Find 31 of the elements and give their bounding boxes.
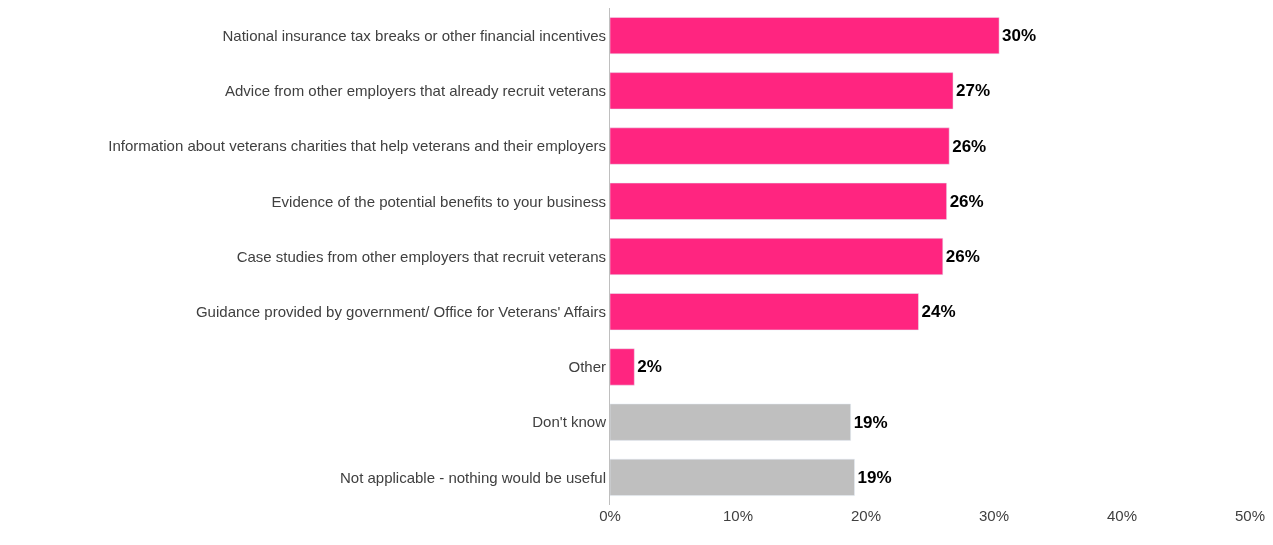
y-tick-label: Advice from other employers that already recruit veterans	[225, 82, 606, 100]
data-label: 19%	[857, 467, 892, 487]
bar	[610, 127, 950, 165]
x-tick-label: 0%	[599, 507, 621, 524]
x-tick-label: 10%	[722, 507, 754, 524]
data-label: 24%	[921, 302, 956, 322]
x-tick-label: 40%	[1106, 507, 1138, 524]
bar	[610, 17, 1000, 55]
bar	[610, 72, 954, 110]
x-tick-label: 50%	[1234, 507, 1266, 524]
data-label: 26%	[949, 191, 984, 211]
y-tick-label: Evidence of the potential benefits to your business	[271, 192, 606, 210]
y-tick-label: Case studies from other employers that recruit veterans	[236, 247, 606, 265]
y-tick-label: Other	[568, 358, 606, 376]
data-label: 27%	[956, 81, 991, 101]
bar	[610, 238, 944, 275]
x-tick-label: 30%	[978, 507, 1010, 524]
bar	[610, 293, 919, 331]
y-tick-label: Information about veterans charities that help veterans and their employers	[108, 137, 606, 155]
y-tick-label: National insurance tax breaks or other financial incentives	[222, 26, 606, 44]
bar	[610, 182, 947, 220]
y-tick-label: Don't know	[532, 413, 607, 431]
data-label: 26%	[945, 247, 980, 266]
data-label: 19%	[853, 412, 888, 432]
y-tick-label: Not applicable - nothing would be useful	[339, 468, 606, 486]
data-label: 2%	[637, 357, 662, 377]
data-label: 30%	[1002, 26, 1037, 46]
x-tick-label: 20%	[850, 507, 882, 524]
bar	[610, 348, 635, 386]
y-tick-label: Guidance provided by government/ Office for Veterans' Affairs	[195, 302, 606, 320]
data-label: 26%	[952, 136, 987, 156]
